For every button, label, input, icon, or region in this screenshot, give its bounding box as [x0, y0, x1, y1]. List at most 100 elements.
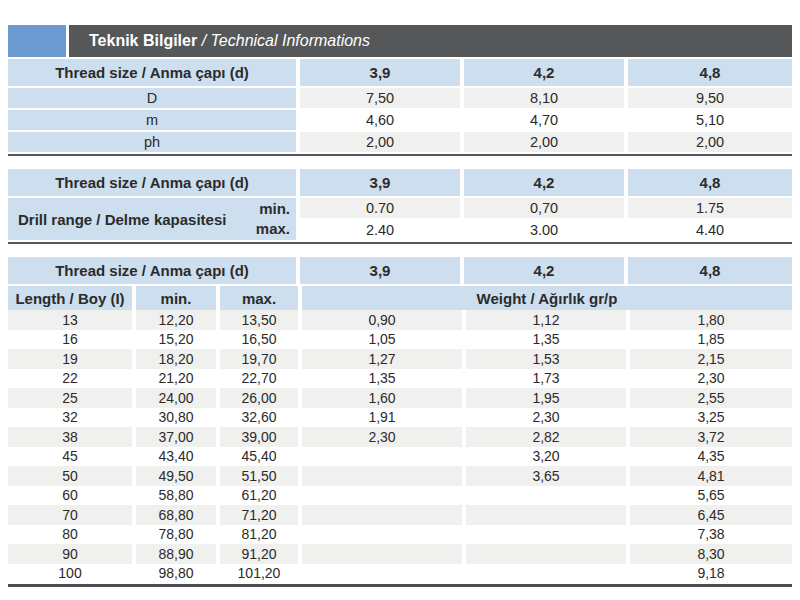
weight-value-cell: 2,30: [466, 408, 626, 428]
table-row: 2221,2022,701,351,732,30: [8, 369, 792, 389]
drill-range-value-cell: 0,70: [464, 198, 624, 218]
weight-value-cell: 2,15: [630, 349, 792, 369]
weight-value-cell: 3,65: [466, 466, 626, 486]
min-length-cell: 88,90: [136, 544, 216, 564]
weight-value-cell: 8,30: [630, 544, 792, 564]
dimension-value-cell: 2,00: [464, 132, 624, 152]
dimension-label-cell: ph: [8, 132, 296, 152]
table-row: 7068,8071,206,45: [8, 505, 792, 525]
thread-size-header: Thread size / Anma çapı (d): [8, 59, 296, 86]
dimension-value-cell: 5,10: [628, 110, 792, 130]
length-cell: 60: [8, 486, 132, 506]
table-row: 4543,4045,403,204,35: [8, 447, 792, 467]
drill-range-value-cell: 4.40: [628, 220, 792, 240]
weight-value-cell: [466, 525, 626, 545]
dimensions-table-body: D7,508,109,50m4,604,705,10ph2,002,002,00: [8, 88, 792, 152]
max-length-cell: 13,50: [220, 310, 298, 330]
max-length-cell: 101,20: [220, 564, 298, 584]
dimension-label-cell: m: [8, 110, 296, 130]
weight-value-cell: 9,18: [630, 564, 792, 584]
drill-range-table-body: Drill range / Delme kapasitesi min. max.…: [8, 198, 792, 240]
size-col-4_2: 4,2: [464, 59, 624, 86]
weight-value-cell: 1,05: [302, 330, 462, 350]
drill-range-value-cell: 1.75: [628, 198, 792, 218]
page-content: Teknik Bilgiler / Technical Informations…: [8, 25, 792, 587]
dimensions-table-header: Thread size / Anma çapı (d) 3,9 4,2 4,8: [8, 59, 792, 86]
drill-range-values: 0.700,701.752.403.004.40: [300, 198, 792, 240]
min-length-cell: 18,20: [136, 349, 216, 369]
title-bar: Teknik Bilgiler / Technical Informations: [8, 25, 792, 57]
weight-value-cell: [302, 466, 462, 486]
weight-value-cell: [302, 525, 462, 545]
weight-value-cell: 2,30: [302, 427, 462, 447]
length-cell: 19: [8, 349, 132, 369]
min-length-cell: 98,80: [136, 564, 216, 584]
drill-range-table-header: Thread size / Anma çapı (d) 3,9 4,2 4,8: [8, 169, 792, 196]
page-bottom-rule: [8, 584, 792, 587]
size-col-4_2: 4,2: [464, 169, 624, 196]
max-col-header: max.: [220, 286, 298, 310]
length-cell: 45: [8, 447, 132, 467]
max-length-cell: 16,50: [220, 330, 298, 350]
length-cell: 16: [8, 330, 132, 350]
min-length-cell: 78,80: [136, 525, 216, 545]
weight-value-cell: 1,91: [302, 408, 462, 428]
min-length-cell: 15,20: [136, 330, 216, 350]
max-length-cell: 19,70: [220, 349, 298, 369]
dimension-value-cell: 7,50: [300, 88, 460, 108]
max-length-cell: 81,20: [220, 525, 298, 545]
weight-value-cell: 1,60: [302, 388, 462, 408]
section-header: Teknik Bilgiler / Technical Informations: [69, 25, 792, 57]
length-cell: 25: [8, 388, 132, 408]
drill-range-group-cell: Drill range / Delme kapasitesi min. max.: [8, 198, 296, 240]
weight-col-header: Weight / Ağırlık gr/p: [302, 286, 792, 310]
section-title-turkish: Teknik Bilgiler: [89, 32, 197, 50]
min-max-labels: min. max.: [256, 199, 290, 239]
max-length-cell: 22,70: [220, 369, 298, 389]
weight-value-cell: 4,81: [630, 466, 792, 486]
weight-value-cell: 1,73: [466, 369, 626, 389]
drill-range-label: Drill range / Delme kapasitesi: [18, 211, 226, 228]
weight-value-cell: 1,35: [302, 369, 462, 389]
min-length-cell: 21,20: [136, 369, 216, 389]
size-col-3_9: 3,9: [300, 59, 460, 86]
size-col-4_8: 4,8: [628, 169, 792, 196]
table-row: 1918,2019,701,271,532,15: [8, 349, 792, 369]
drill-range-value-cell: 3.00: [464, 220, 624, 240]
min-length-cell: 43,40: [136, 447, 216, 467]
min-length-cell: 37,00: [136, 427, 216, 447]
length-weight-subheader: Length / Boy (I) min. max. Weight / Ağır…: [8, 286, 792, 310]
drill-range-value-cell: 2.40: [300, 220, 460, 240]
max-label: max.: [256, 219, 290, 239]
dimension-value-cell: 4,70: [464, 110, 624, 130]
length-cell: 50: [8, 466, 132, 486]
length-cell: 70: [8, 505, 132, 525]
section-title-english: / Technical Informations: [197, 32, 370, 50]
max-length-cell: 26,00: [220, 388, 298, 408]
table-row: 5049,5051,503,654,81: [8, 466, 792, 486]
min-length-cell: 24,00: [136, 388, 216, 408]
table-row: 1312,2013,500,901,121,80: [8, 310, 792, 330]
min-length-cell: 30,80: [136, 408, 216, 428]
length-cell: 32: [8, 408, 132, 428]
max-length-cell: 51,50: [220, 466, 298, 486]
weight-value-cell: 4,35: [630, 447, 792, 467]
table-row: D7,508,109,50: [8, 88, 792, 108]
max-length-cell: 32,60: [220, 408, 298, 428]
max-length-cell: 45,40: [220, 447, 298, 467]
weight-value-cell: 1,12: [466, 310, 626, 330]
table-row: 6058,8061,205,65: [8, 486, 792, 506]
dimension-value-cell: 2,00: [300, 132, 460, 152]
length-cell: 38: [8, 427, 132, 447]
table-row: 8078,8081,207,38: [8, 525, 792, 545]
section-divider: [8, 154, 792, 156]
max-length-cell: 91,20: [220, 544, 298, 564]
table-row: 10098,80101,20 9,18: [8, 564, 792, 584]
length-cell: 13: [8, 310, 132, 330]
max-length-cell: 39,00: [220, 427, 298, 447]
weight-value-cell: 7,38: [630, 525, 792, 545]
table-row: ph2,002,002,00: [8, 132, 792, 152]
weight-value-cell: 2,82: [466, 427, 626, 447]
length-cell: 100: [8, 564, 132, 584]
weight-value-cell: 6,45: [630, 505, 792, 525]
